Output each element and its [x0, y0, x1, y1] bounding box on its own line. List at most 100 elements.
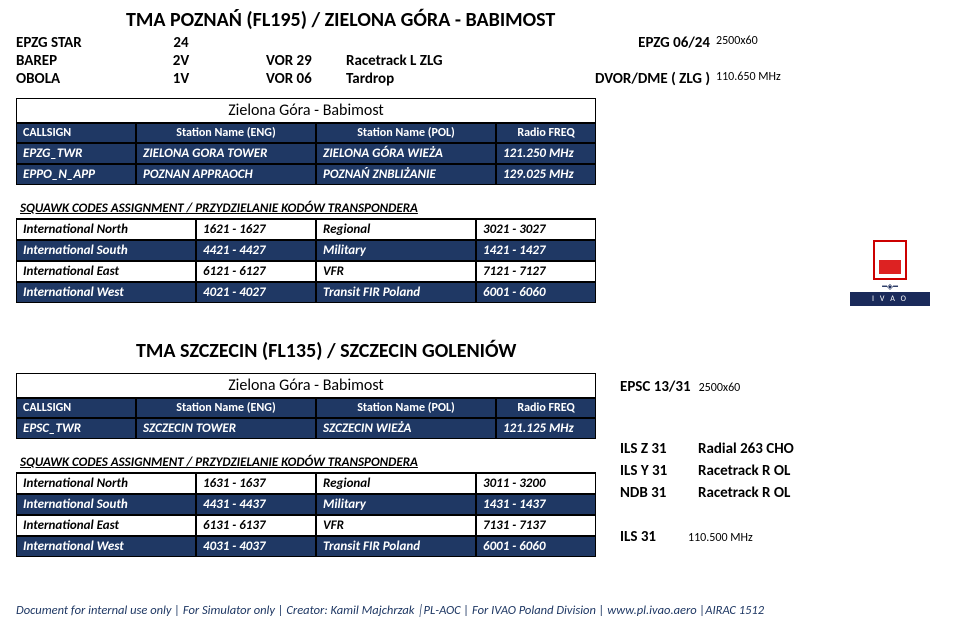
section2-station-table: Zielona Góra - Babimost CALLSIGN Station…	[16, 373, 596, 439]
ils31-freq: 110.500 MHz	[688, 531, 753, 545]
cell: 4031 - 4037	[196, 536, 316, 557]
footer-text: Document for internal use only | For Sim…	[16, 603, 944, 618]
cell: 1631 - 1637	[196, 473, 316, 494]
cell: International West	[16, 282, 196, 303]
cell: 1421 - 1427	[476, 240, 596, 261]
station-row: EPSC_TWR SZCZECIN TOWER SZCZECIN WIEŻA 1…	[16, 418, 596, 439]
station-title: Zielona Góra - Babimost	[16, 373, 596, 398]
cell: International South	[16, 240, 196, 261]
cell: 6121 - 6127	[196, 261, 316, 282]
squawk-row: International South 4421 - 4427 Military…	[16, 240, 596, 261]
hdr-c4	[346, 34, 516, 52]
cell: Regional	[316, 473, 476, 494]
ndb-label: NDB 31	[620, 484, 690, 502]
cell: 4431 - 4437	[196, 494, 316, 515]
ndb-val: Racetrack R OL	[698, 484, 790, 502]
hdr-c1: OBOLA	[16, 70, 126, 88]
cell: 6001 - 6060	[476, 282, 596, 303]
squawk-title: SQUAWK CODES ASSIGNMENT / PRZYDZIELANIE …	[16, 199, 596, 219]
col-pol: Station Name (POL)	[316, 398, 496, 418]
cell: Military	[316, 240, 476, 261]
section1-station-table: Zielona Góra - Babimost CALLSIGN Station…	[16, 98, 596, 185]
squawk-row: International West 4021 - 4027 Transit F…	[16, 282, 596, 303]
ils31-label: ILS 31	[620, 528, 680, 546]
col-eng: Station Name (ENG)	[136, 123, 316, 143]
rwy-label: EPSC 13/31	[620, 378, 691, 396]
cell: 4021 - 4027	[196, 282, 316, 303]
col-eng: Station Name (ENG)	[136, 398, 316, 418]
station-row: EPPO_N_APP POZNAN APPRAOCH POZNAŃ ZNBLIŻ…	[16, 164, 596, 185]
squawk-title: SQUAWK CODES ASSIGNMENT / PRZYDZIELANIE …	[16, 453, 596, 473]
squawk-row: International East 6131 - 6137 VFR 7131 …	[16, 515, 596, 536]
squawk-row: International East 6121 - 6127 VFR 7121 …	[16, 261, 596, 282]
hdr-c4: Tardrop	[346, 70, 516, 88]
col-freq: Radio FREQ	[496, 123, 596, 143]
cell: EPPO_N_APP	[16, 164, 136, 185]
ils-y-label: ILS Y 31	[620, 462, 690, 480]
cell: ZIELONA GÓRA WIEŻA	[316, 143, 496, 164]
ils-z-label: ILS Z 31	[620, 440, 690, 458]
col-pol: Station Name (POL)	[316, 123, 496, 143]
station-header-row: CALLSIGN Station Name (ENG) Station Name…	[16, 398, 596, 418]
station-header-row: CALLSIGN Station Name (ENG) Station Name…	[16, 123, 596, 143]
ivao-logo: ━◈━ I V A O	[850, 240, 930, 306]
station-title: Zielona Góra - Babimost	[16, 98, 596, 123]
cell: VFR	[316, 261, 476, 282]
section2-squawk: SQUAWK CODES ASSIGNMENT / PRZYDZIELANIE …	[16, 453, 596, 557]
section1-squawk: SQUAWK CODES ASSIGNMENT / PRZYDZIELANIE …	[16, 199, 596, 303]
hdr-c2: 24	[126, 34, 236, 52]
hdr-c4: Racetrack L ZLG	[346, 52, 516, 70]
wing-icon: ━◈━	[850, 282, 930, 292]
hdr-c2: 2V	[126, 52, 236, 70]
hdr-c6	[716, 52, 796, 70]
cell: 6131 - 6137	[196, 515, 316, 536]
cell: Transit FIR Poland	[316, 282, 476, 303]
cell: 1621 - 1627	[196, 219, 316, 240]
col-callsign: CALLSIGN	[16, 123, 136, 143]
squawk-row: International South 4431 - 4437 Military…	[16, 494, 596, 515]
cell: Regional	[316, 219, 476, 240]
squawk-row: International West 4031 - 4037 Transit F…	[16, 536, 596, 557]
cell: 3011 - 3200	[476, 473, 596, 494]
col-callsign: CALLSIGN	[16, 398, 136, 418]
cell: POZNAN APPRAOCH	[136, 164, 316, 185]
hdr-c6: 2500x60	[716, 34, 796, 52]
cell: 121.250 MHz	[496, 143, 596, 164]
col-freq: Radio FREQ	[496, 398, 596, 418]
cell: 6001 - 6060	[476, 536, 596, 557]
cell: International East	[16, 515, 196, 536]
hdr-c2: 1V	[126, 70, 236, 88]
section2-right-ils: ILS Z 31 Radial 263 CHO ILS Y 31 Racetra…	[620, 440, 940, 506]
hdr-c5: DVOR/DME ( ZLG )	[516, 70, 716, 88]
squawk-row: International North 1631 - 1637 Regional…	[16, 473, 596, 494]
cell: International North	[16, 219, 196, 240]
cell: International West	[16, 536, 196, 557]
shield-icon	[873, 240, 907, 280]
cell: 121.125 MHz	[496, 418, 596, 439]
cell: 1431 - 1437	[476, 494, 596, 515]
cell: 7131 - 7137	[476, 515, 596, 536]
cell: 129.025 MHz	[496, 164, 596, 185]
cell: VFR	[316, 515, 476, 536]
cell: ZIELONA GORA TOWER	[136, 143, 316, 164]
section2-title: TMA SZCZECIN (FL135) / SZCZECIN GOLENIÓW	[136, 339, 944, 363]
cell: SZCZECIN TOWER	[136, 418, 316, 439]
ivao-text: I V A O	[850, 292, 930, 306]
section1-header: EPZG STAR 24 EPZG 06/24 2500x60 BAREP 2V…	[16, 34, 944, 88]
cell: International North	[16, 473, 196, 494]
section2-right-ils31: ILS 31 110.500 MHz	[620, 528, 940, 550]
cell: International South	[16, 494, 196, 515]
squawk-row: International North 1621 - 1627 Regional…	[16, 219, 596, 240]
section1-title: TMA POZNAŃ (FL195) / ZIELONA GÓRA - BABI…	[126, 8, 944, 32]
hdr-c1: EPZG STAR	[16, 34, 126, 52]
hdr-c3: VOR 29	[236, 52, 346, 70]
cell: Military	[316, 494, 476, 515]
section1: TMA POZNAŃ (FL195) / ZIELONA GÓRA - BABI…	[16, 8, 944, 303]
cell: Transit FIR Poland	[316, 536, 476, 557]
cell: EPZG_TWR	[16, 143, 136, 164]
cell: International East	[16, 261, 196, 282]
cell: EPSC_TWR	[16, 418, 136, 439]
hdr-c6: 110.650 MHz	[716, 70, 796, 88]
ils-y-val: Racetrack R OL	[698, 462, 790, 480]
rwy-dim: 2500x60	[699, 381, 741, 395]
